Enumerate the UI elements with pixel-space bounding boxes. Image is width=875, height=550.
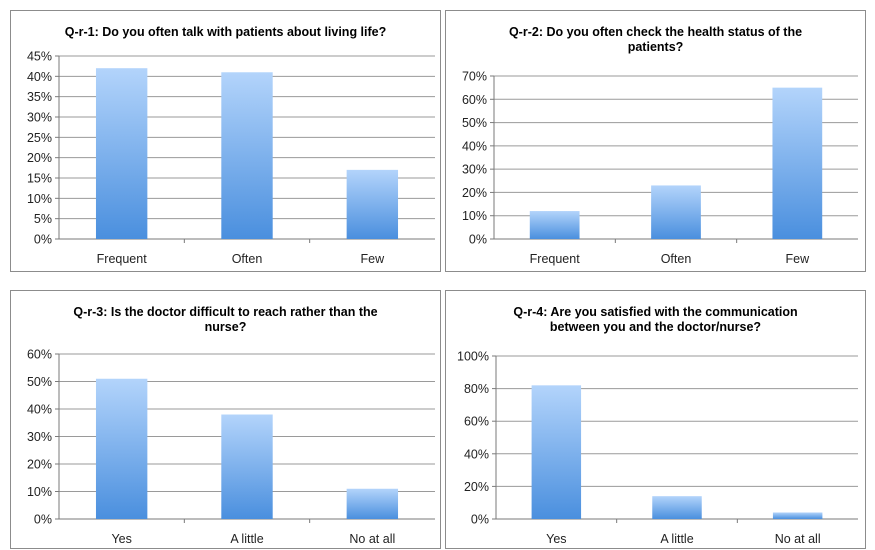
bar-chart-q-r-2: 0% 10% 20% 30% 40% 50% 60% 70% Frequent Often Few bbox=[462, 70, 858, 266]
bar-often bbox=[221, 72, 273, 239]
bar-yes bbox=[531, 385, 582, 519]
y-tick-label: 80% bbox=[464, 382, 489, 396]
x-category-label: A little bbox=[660, 532, 693, 546]
bar-no-at-all bbox=[772, 512, 823, 519]
y-tick-label: 60% bbox=[464, 415, 489, 429]
bar-a-little bbox=[221, 414, 273, 519]
x-category-label: Yes bbox=[546, 532, 566, 546]
y-tick-label: 15% bbox=[27, 172, 52, 186]
chart-title: Q-r-2: Do you often check the health sta… bbox=[508, 25, 803, 54]
chart-title: Q-r-3: Is the doctor difficult to reach … bbox=[73, 305, 378, 334]
y-tick-label: 60% bbox=[27, 348, 52, 362]
y-tick-label: 20% bbox=[462, 186, 487, 200]
y-tick-label: 50% bbox=[462, 116, 487, 130]
y-tick-label: 30% bbox=[27, 430, 52, 444]
y-tick-label: 30% bbox=[462, 163, 487, 177]
y-tick-label: 10% bbox=[27, 485, 52, 499]
chart-panel-q-r-1: Q-r-1: Do you often talk with patients a… bbox=[10, 10, 441, 272]
y-tick-label: 100% bbox=[457, 350, 489, 364]
y-tick-label: 50% bbox=[27, 375, 52, 389]
bar-chart-q-r-4: 0% 20% 40% 60% 80% 100% Yes A little No at all bbox=[457, 350, 858, 546]
x-category-label: Few bbox=[786, 252, 811, 266]
y-tick-label: 20% bbox=[27, 151, 52, 165]
bar-no-at-all bbox=[346, 488, 399, 519]
x-category-label: Frequent bbox=[97, 252, 148, 266]
y-tick-label: 10% bbox=[462, 209, 487, 223]
y-tick-label: 70% bbox=[462, 70, 487, 84]
y-tick-label: 40% bbox=[27, 70, 52, 84]
x-category-label: Often bbox=[661, 252, 692, 266]
x-category-label: Often bbox=[232, 252, 263, 266]
y-tick-label: 0% bbox=[34, 513, 52, 527]
y-tick-label: 0% bbox=[471, 513, 489, 527]
bar-often bbox=[651, 185, 701, 239]
bar-frequent bbox=[529, 211, 580, 239]
x-category-label: Few bbox=[361, 252, 386, 266]
y-tick-label: 20% bbox=[464, 480, 489, 494]
y-tick-label: 20% bbox=[27, 458, 52, 472]
bar-frequent bbox=[95, 68, 148, 239]
bar-yes bbox=[95, 378, 148, 519]
x-category-label: Frequent bbox=[530, 252, 581, 266]
chart-title: Q-r-4: Are you satisfied with the commun… bbox=[513, 305, 798, 334]
chart-panel-q-r-3: Q-r-3: Is the doctor difficult to reach … bbox=[10, 290, 441, 549]
y-tick-label: 10% bbox=[27, 192, 52, 206]
y-tick-label: 40% bbox=[462, 139, 487, 153]
x-category-label: No at all bbox=[775, 532, 821, 546]
bar-a-little bbox=[652, 496, 702, 519]
y-tick-label: 35% bbox=[27, 90, 52, 104]
bar-few bbox=[346, 169, 399, 239]
y-tick-label: 60% bbox=[462, 93, 487, 107]
y-tick-label: 0% bbox=[34, 233, 52, 247]
x-category-label: No at all bbox=[349, 532, 395, 546]
y-tick-label: 40% bbox=[27, 403, 52, 417]
y-tick-label: 25% bbox=[27, 131, 52, 145]
chart-panel-q-r-4: Q-r-4: Are you satisfied with the commun… bbox=[445, 290, 866, 549]
bar-few bbox=[772, 87, 823, 240]
chart-panel-q-r-2: Q-r-2: Do you often check the health sta… bbox=[445, 10, 866, 272]
chart-title: Q-r-1: Do you often talk with patients a… bbox=[64, 25, 387, 39]
x-category-label: A little bbox=[230, 532, 263, 546]
y-tick-label: 40% bbox=[464, 447, 489, 461]
y-tick-label: 5% bbox=[34, 212, 52, 226]
y-tick-label: 45% bbox=[27, 50, 52, 64]
y-tick-label: 0% bbox=[469, 233, 487, 247]
y-tick-label: 30% bbox=[27, 111, 52, 125]
bar-chart-q-r-1: 0% 5% 10% 15% 20% 25% 30% 35% 40% 45% Frequent Ofte… bbox=[27, 50, 435, 266]
bar-chart-q-r-3: 0% 10% 20% 30% 40% 50% 60% Yes A little No at all bbox=[27, 348, 435, 546]
x-category-label: Yes bbox=[111, 532, 131, 546]
